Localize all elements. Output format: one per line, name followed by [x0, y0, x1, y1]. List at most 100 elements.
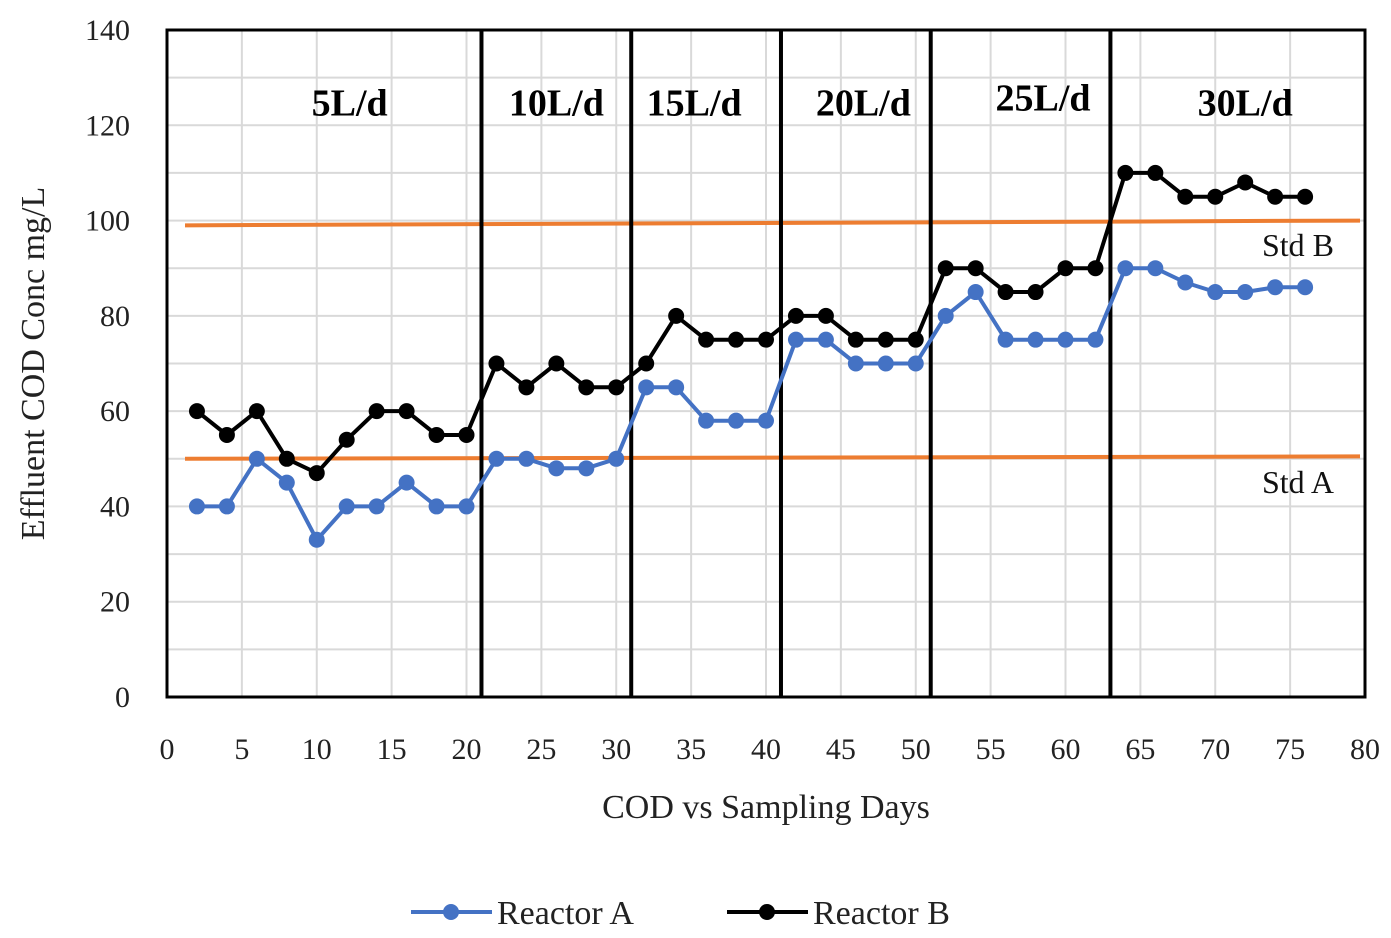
- data-point-reactor-a-day-52: [937, 307, 954, 324]
- data-point-reactor-a-day-26: [548, 460, 565, 477]
- x-tick-label-25: 25: [526, 733, 556, 766]
- data-point-reactor-a-day-74: [1267, 279, 1284, 296]
- data-point-reactor-a-day-68: [1177, 274, 1194, 291]
- data-point-reactor-a-day-4: [218, 498, 235, 515]
- data-point-reactor-b-day-38: [728, 331, 745, 348]
- data-point-reactor-a-day-48: [877, 355, 894, 372]
- data-point-reactor-b-day-16: [398, 403, 415, 420]
- data-point-reactor-a-day-40: [758, 412, 774, 429]
- data-point-reactor-a-day-28: [578, 460, 595, 477]
- data-point-reactor-b-day-20: [458, 426, 475, 443]
- axis-tick-labels: 0 5 10 15 20 25 30 35 40 45 50 55 60 65 70 75 80 0 20 40 60 8…: [85, 14, 1380, 766]
- data-point-reactor-a-day-2: [188, 498, 205, 515]
- y-tick-label-100: 100: [85, 205, 130, 238]
- data-point-reactor-b-day-22: [488, 355, 505, 372]
- data-point-reactor-b-day-64: [1117, 164, 1134, 181]
- reference-line-std-b: [184, 218, 1361, 228]
- data-point-reactor-b-day-62: [1087, 260, 1104, 277]
- data-point-reactor-a-day-12: [338, 498, 355, 515]
- data-point-reactor-a-day-44: [817, 331, 834, 348]
- data-point-reactor-b-day-60: [1057, 260, 1074, 277]
- x-tick-label-45: 45: [826, 733, 856, 766]
- data-point-reactor-b-day-32: [638, 355, 655, 372]
- legend-marker-reactor-a: [443, 904, 459, 920]
- x-tick-label-65: 65: [1125, 733, 1155, 766]
- x-tick-label-20: 20: [452, 733, 482, 766]
- data-point-reactor-b-day-26: [548, 355, 565, 372]
- x-tick-label-80: 80: [1350, 733, 1380, 766]
- data-point-reactor-a-day-36: [698, 412, 715, 429]
- series-line-reactor-a: [196, 266, 1306, 542]
- data-point-reactor-b-day-48: [877, 331, 894, 348]
- reference-line-std-a: [184, 454, 1361, 461]
- data-point-reactor-b-day-68: [1177, 188, 1194, 205]
- series-lines: [188, 164, 1314, 548]
- data-point-reactor-a-day-64: [1117, 260, 1134, 277]
- y-tick-label-140: 140: [85, 14, 130, 47]
- data-point-reactor-a-day-70: [1207, 284, 1224, 301]
- data-point-reactor-b-day-50: [907, 331, 924, 348]
- data-point-reactor-a-day-38: [728, 412, 745, 429]
- y-tick-label-120: 120: [85, 109, 130, 142]
- data-point-reactor-b-day-24: [518, 379, 535, 396]
- gridlines: [166, 29, 1366, 698]
- x-tick-label-35: 35: [676, 733, 706, 766]
- data-point-reactor-b-day-14: [368, 403, 385, 420]
- phase-label-30l-per-d: 30L/d: [1198, 82, 1293, 124]
- data-point-reactor-a-day-54: [967, 284, 984, 301]
- data-point-reactor-b-day-40: [758, 331, 774, 348]
- data-point-reactor-a-day-22: [488, 450, 505, 467]
- x-tick-label-0: 0: [160, 733, 175, 766]
- plot-area-border: [165, 28, 1367, 699]
- data-point-reactor-a-day-10: [308, 531, 325, 548]
- x-tick-label-5: 5: [234, 733, 249, 766]
- data-point-reactor-b-day-74: [1267, 188, 1284, 205]
- y-tick-label-0: 0: [115, 681, 130, 714]
- data-point-reactor-a-day-72: [1237, 284, 1254, 301]
- data-point-reactor-a-day-32: [638, 379, 655, 396]
- reference-label-std-b: Std B: [1262, 227, 1334, 263]
- reference-label-std-a: Std A: [1262, 464, 1334, 500]
- series-line-reactor-b: [195, 170, 1306, 476]
- legend-label-reactor-b: Reactor B: [813, 895, 950, 932]
- data-point-reactor-a-day-56: [997, 331, 1014, 348]
- data-point-reactor-b-day-42: [787, 307, 804, 324]
- data-point-reactor-a-day-34: [668, 379, 685, 396]
- data-point-reactor-b-day-44: [817, 307, 834, 324]
- y-tick-label-40: 40: [100, 490, 130, 523]
- phase-label-10l-per-d: 10L/d: [509, 82, 604, 124]
- x-tick-label-75: 75: [1275, 733, 1305, 766]
- x-tick-label-55: 55: [976, 733, 1006, 766]
- data-point-reactor-b-day-18: [428, 426, 445, 443]
- data-point-reactor-a-day-76: [1297, 279, 1314, 296]
- y-tick-label-60: 60: [100, 395, 130, 428]
- data-point-reactor-b-day-70: [1207, 188, 1224, 205]
- data-point-reactor-a-day-62: [1087, 331, 1104, 348]
- x-tick-label-40: 40: [751, 733, 781, 766]
- data-point-reactor-b-day-2: [188, 403, 205, 420]
- x-tick-label-60: 60: [1051, 733, 1081, 766]
- data-point-reactor-b-day-58: [1027, 284, 1044, 301]
- data-point-reactor-b-day-30: [608, 379, 625, 396]
- x-tick-label-50: 50: [901, 733, 931, 766]
- data-point-reactor-a-day-14: [368, 498, 385, 515]
- x-tick-label-15: 15: [377, 733, 407, 766]
- legend: Reactor A Reactor B: [411, 895, 950, 932]
- data-point-reactor-b-day-34: [668, 307, 685, 324]
- data-point-reactor-a-day-24: [518, 450, 535, 467]
- data-point-reactor-a-day-60: [1057, 331, 1074, 348]
- data-point-reactor-a-day-16: [398, 474, 415, 491]
- phase-dividers: [479, 30, 1113, 697]
- data-point-reactor-a-day-8: [278, 474, 295, 491]
- data-point-reactor-a-day-30: [608, 450, 625, 467]
- data-point-reactor-a-day-58: [1027, 331, 1044, 348]
- x-axis-title: COD vs Sampling Days: [602, 789, 930, 826]
- x-tick-label-30: 30: [601, 733, 631, 766]
- data-point-reactor-b-day-10: [308, 465, 325, 482]
- annotation-labels: Std B Std A 5L/d 10L/d 15L/d 20L/d 25L/d 30L/d: [312, 78, 1334, 500]
- data-point-reactor-a-day-66: [1147, 260, 1164, 277]
- data-point-reactor-b-day-8: [278, 450, 295, 467]
- data-point-reactor-b-day-28: [578, 379, 595, 396]
